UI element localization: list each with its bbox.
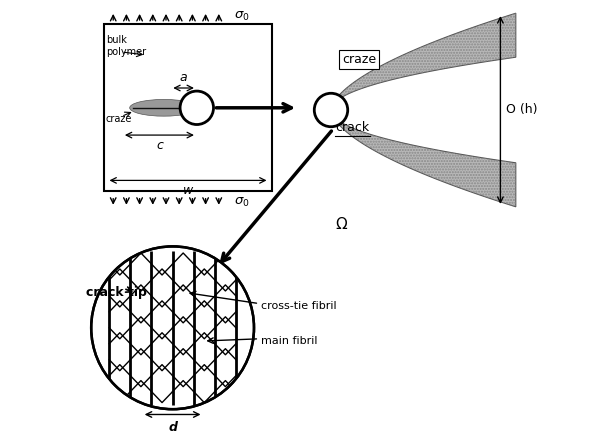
Text: craze: craze	[105, 114, 132, 124]
Text: $\Omega$: $\Omega$	[336, 216, 349, 232]
Text: $\sigma_0$: $\sigma_0$	[234, 10, 250, 23]
Bar	[104, 24, 272, 191]
Text: O (h): O (h)	[505, 103, 537, 117]
Text: c: c	[156, 139, 163, 152]
Text: crack: crack	[336, 121, 370, 134]
Text: cross-tie fibril: cross-tie fibril	[260, 301, 336, 311]
Text: d: d	[168, 421, 177, 434]
Polygon shape	[331, 13, 516, 110]
Ellipse shape	[130, 99, 198, 116]
Circle shape	[91, 246, 254, 409]
Circle shape	[314, 93, 347, 127]
Text: a: a	[180, 71, 187, 84]
Text: main fibril: main fibril	[260, 336, 317, 346]
Polygon shape	[331, 110, 516, 207]
Text: crack tip: crack tip	[86, 286, 147, 299]
Circle shape	[180, 91, 213, 125]
Text: craze: craze	[342, 53, 376, 66]
Text: bulk
polymer: bulk polymer	[105, 35, 146, 57]
Text: w: w	[183, 184, 193, 197]
Text: $\sigma_0$: $\sigma_0$	[234, 196, 250, 209]
